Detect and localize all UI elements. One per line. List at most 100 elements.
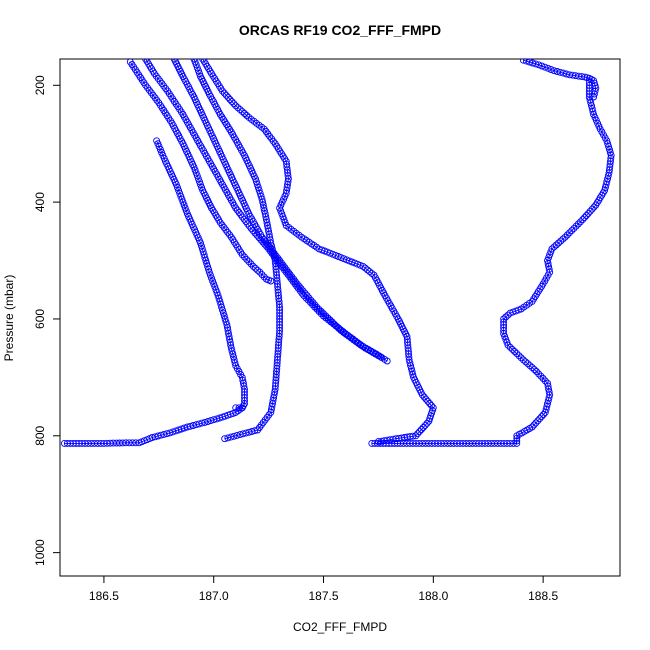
data-point [263, 243, 271, 251]
data-point [196, 178, 203, 186]
data-point [519, 59, 527, 64]
data-point [174, 184, 181, 191]
data-point [544, 382, 552, 390]
data-point [550, 243, 558, 251]
data-point [242, 218, 250, 226]
data-point [502, 313, 510, 321]
data-point [579, 216, 587, 224]
data-point [581, 214, 588, 222]
data-point [251, 229, 259, 237]
data-point [416, 428, 423, 436]
data-point [502, 335, 510, 343]
data-point [181, 204, 189, 212]
data-point [119, 439, 127, 447]
data-point [524, 360, 532, 368]
data-point [180, 201, 188, 209]
data-point [544, 64, 552, 72]
y-tick-label: 200 [33, 75, 47, 95]
data-point [234, 104, 242, 112]
data-point [249, 227, 257, 235]
data-point [240, 215, 248, 223]
data-point [224, 93, 232, 101]
data-point [504, 311, 512, 319]
data-point [219, 87, 226, 95]
data-point [284, 271, 292, 279]
data-point [295, 285, 302, 293]
data-point [179, 198, 187, 206]
data-point [255, 234, 263, 241]
data-point [568, 227, 576, 235]
data-series [60, 404, 246, 447]
data-point [270, 252, 278, 260]
data-point [255, 186, 263, 194]
data-point [537, 372, 545, 380]
data-point [291, 280, 299, 288]
data-point [528, 423, 536, 431]
data-point [178, 195, 186, 203]
data-point [208, 274, 215, 282]
data-point [280, 216, 288, 224]
data-point [247, 260, 255, 268]
data-point [533, 368, 540, 375]
data-point [535, 61, 543, 69]
data-point [550, 67, 558, 75]
data-point [265, 245, 273, 253]
data-series [519, 59, 600, 101]
data-point [506, 343, 514, 351]
data-series [126, 59, 275, 285]
data-point [526, 362, 534, 370]
data-point [289, 278, 297, 286]
data-point [428, 402, 435, 410]
data-point [233, 206, 241, 214]
data-point [329, 320, 337, 328]
data-point [238, 404, 246, 412]
data-point [588, 205, 596, 213]
data-point [236, 106, 244, 114]
data-point [238, 108, 246, 116]
data-point [172, 181, 180, 189]
data-point [522, 59, 530, 65]
data-point [359, 262, 367, 270]
data-point [304, 296, 312, 304]
data-point [237, 211, 245, 219]
data-point [547, 248, 555, 256]
y-tick-label: 600 [33, 309, 47, 329]
data-point [302, 294, 310, 302]
data-point [541, 63, 549, 71]
data-point [339, 328, 347, 336]
data-point [277, 207, 285, 215]
data-point [221, 435, 229, 443]
data-point [530, 421, 538, 429]
data-point [156, 146, 164, 153]
data-point [298, 289, 306, 297]
data-point [241, 253, 248, 261]
data-point [220, 89, 228, 97]
data-series [199, 59, 437, 446]
data-point [584, 209, 592, 217]
data-point [261, 240, 269, 248]
data-point [582, 212, 590, 219]
data-point [366, 268, 374, 276]
data-point [590, 90, 598, 98]
data-point [210, 280, 218, 288]
data-point [522, 358, 530, 366]
data-series [142, 59, 385, 361]
x-tick-label: 187.0 [199, 589, 229, 603]
data-point [544, 379, 551, 387]
data-point [559, 235, 567, 243]
data-point [334, 324, 342, 332]
data-point [275, 259, 283, 267]
y-axis-label: Pressure (mbar) [2, 275, 16, 362]
data-point [557, 237, 565, 245]
data-point [539, 375, 547, 382]
data-point [169, 428, 177, 436]
data-point [420, 393, 428, 401]
data-point [534, 417, 542, 425]
chart-title: ORCAS RF19 CO2_FFF_FMPD [239, 22, 441, 38]
data-point [258, 271, 266, 279]
data-point [211, 283, 219, 291]
data-series [153, 137, 248, 412]
data-point [226, 96, 234, 103]
data-point [529, 59, 537, 67]
x-axis-label: CO2_FFF_FMPD [293, 620, 387, 634]
